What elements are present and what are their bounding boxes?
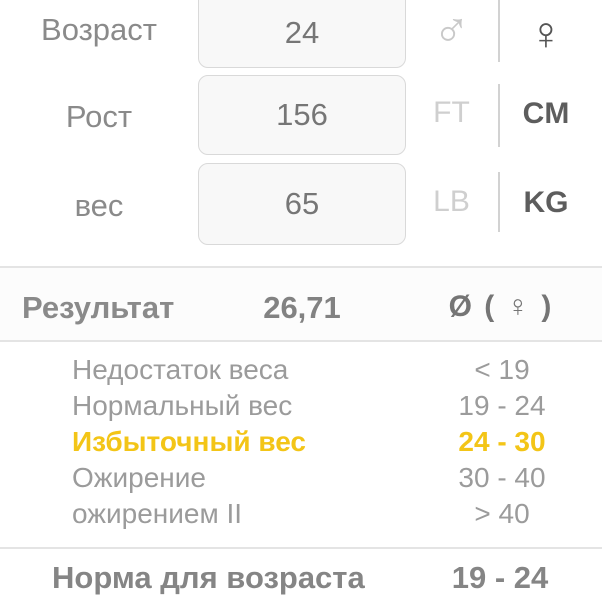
list-item-obese-2: ожирением II > 40 — [0, 496, 602, 532]
result-label: Результат — [22, 290, 175, 325]
norm-for-age-label: Норма для возраста — [52, 560, 365, 595]
female-toggle[interactable]: ♀ — [528, 7, 564, 59]
result-gender-indicator: Ø ( ♀ ) — [448, 290, 554, 323]
gender-divider — [498, 0, 500, 62]
weight-label: вес — [74, 188, 124, 223]
age-label: Возраст — [41, 12, 157, 47]
category-label: Избыточный вес — [72, 426, 306, 457]
lb-toggle[interactable]: LB — [433, 185, 470, 218]
category-range: 19 - 24 — [458, 390, 546, 421]
weight-unit-divider — [498, 172, 500, 232]
divider-bottom — [0, 547, 602, 549]
category-range: < 19 — [474, 354, 530, 385]
category-label: ожирением II — [72, 498, 243, 529]
category-range: 30 - 40 — [458, 462, 546, 493]
list-item-obese: Ожирение 30 - 40 — [0, 460, 602, 496]
category-label: Недостаток веса — [72, 354, 289, 385]
list-item-normal: Нормальный вес 19 - 24 — [0, 388, 602, 424]
bmi-category-list: Недостаток веса < 19 Нормальный вес 19 -… — [0, 352, 602, 532]
male-toggle[interactable]: ♂ — [432, 2, 471, 58]
height-input[interactable] — [198, 75, 406, 155]
list-item-underweight: Недостаток веса < 19 — [0, 352, 602, 388]
height-unit-divider — [498, 84, 500, 147]
height-label: Рост — [65, 99, 133, 134]
weight-input[interactable] — [198, 163, 406, 245]
kg-toggle[interactable]: KG — [523, 186, 569, 219]
ft-toggle[interactable]: FT — [433, 96, 470, 129]
age-input[interactable] — [198, 0, 406, 68]
category-label: Ожирение — [72, 462, 206, 493]
category-range: 24 - 30 — [458, 426, 546, 457]
result-row — [0, 268, 602, 340]
result-value: 26,71 — [263, 290, 341, 325]
category-range: > 40 — [474, 498, 530, 529]
category-label: Нормальный вес — [72, 390, 293, 421]
divider-middle — [0, 340, 602, 342]
norm-for-age-value: 19 - 24 — [451, 560, 549, 595]
divider-top — [0, 266, 602, 268]
list-item-overweight: Избыточный вес 24 - 30 — [0, 424, 602, 460]
cm-toggle[interactable]: CM — [522, 97, 570, 130]
